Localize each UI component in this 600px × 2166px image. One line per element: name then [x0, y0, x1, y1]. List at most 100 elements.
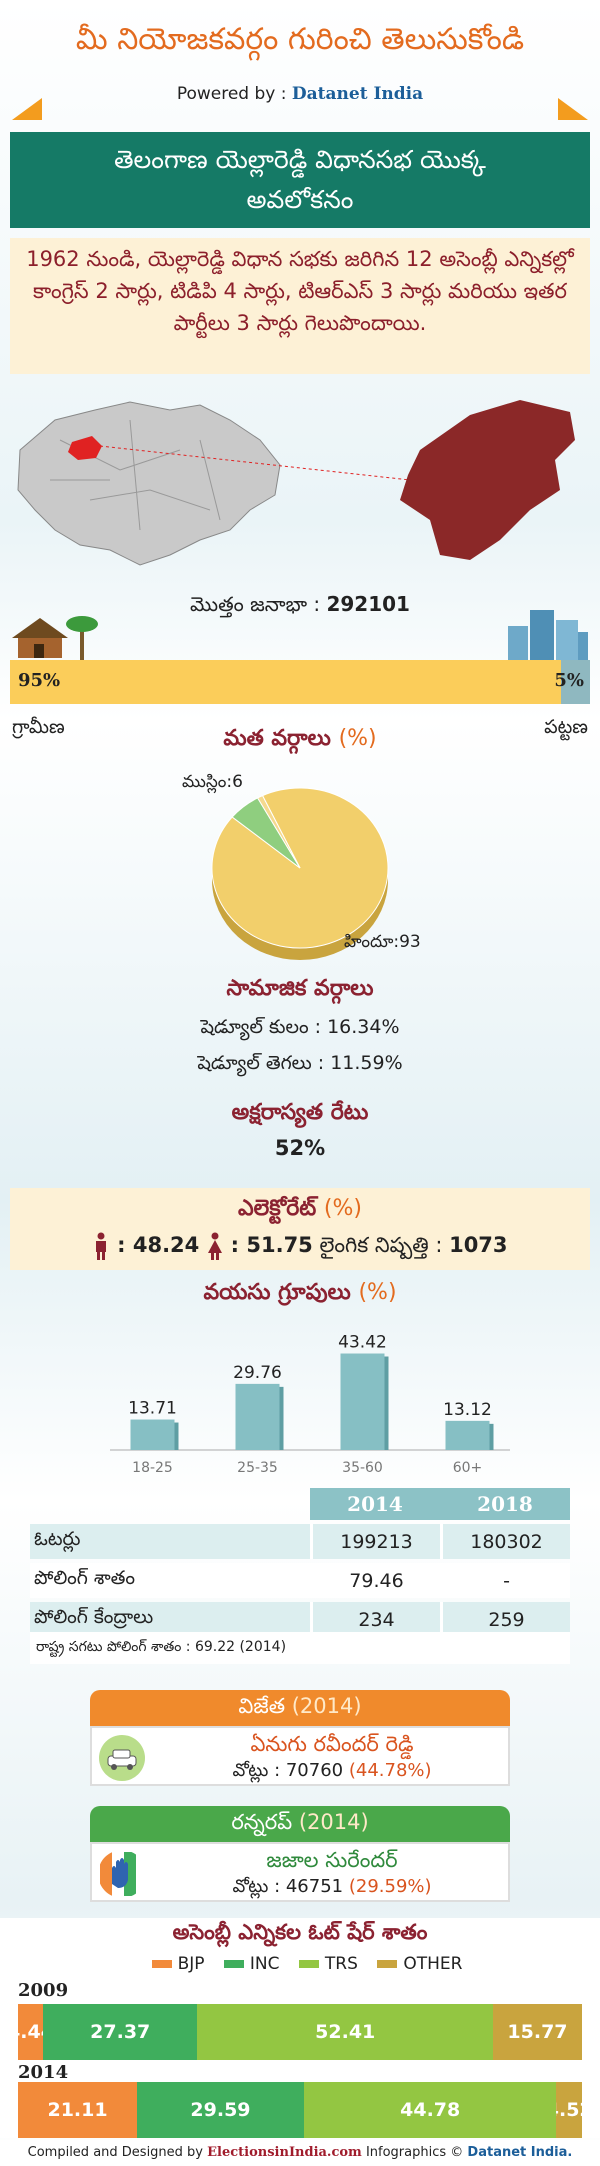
population-value: 292101: [326, 592, 410, 616]
runnerup-votes-count: వోట్లు : 46751: [232, 1876, 344, 1897]
city-buildings-icon: [508, 610, 588, 660]
sex-ratio-value: 1073: [449, 1233, 508, 1257]
banner-line-2: అవలోకనం: [246, 185, 354, 214]
vote-share-title: అసెంబ్లీ ఎన్నికల ఓట్ షేర్ శాతం: [172, 1920, 428, 1944]
pie-label-muslim: ముస్లిం:6: [182, 772, 243, 792]
male-pct: : 48.24: [117, 1233, 200, 1257]
rural-label: గ్రామీణ: [12, 716, 65, 738]
electorate-unit: (%): [323, 1196, 362, 1221]
table-row: పోలింగ్ కేంద్రాలు 234 259: [30, 1602, 570, 1637]
vote-share-segment-other: 4.52: [556, 2082, 582, 2138]
footer-credits: Compiled and Designed by ElectionsinIndi…: [0, 2140, 600, 2166]
urban-label: పట్టణ: [544, 716, 588, 738]
row-label-polling-pct: పోలింగ్ శాతం: [30, 1563, 310, 1598]
vote-share-section: అసెంబ్లీ ఎన్నికల ఓట్ షేర్ శాతం BJP INC T…: [0, 1918, 600, 2138]
legend-trs: TRS: [324, 1954, 358, 1974]
legend-bjp: BJP: [177, 1954, 205, 1974]
corner-decoration-right: [558, 98, 588, 120]
winner-header: విజేత (2014): [90, 1690, 510, 1726]
runnerup-year: (2014): [298, 1810, 369, 1834]
footer-middle: Infographics ©: [365, 2145, 464, 2160]
age-bar-side: [279, 1386, 284, 1450]
age-unit: (%): [358, 1280, 397, 1305]
male-icon: [96, 1232, 107, 1260]
winner-name: ఏనుగు రవీందర్ రెడ్డి: [250, 1732, 414, 1756]
winner-votes-count: వోట్లు : 70760: [232, 1760, 344, 1781]
winner-card: ఏనుగు రవీందర్ రెడ్డి వోట్లు : 70760 (44.…: [90, 1726, 510, 1786]
car-icon: [99, 1735, 145, 1781]
runnerup-name: జజాల సురేందర్: [266, 1848, 398, 1872]
population: మొత్తం జనాభా : 292101: [0, 592, 600, 621]
constituency-banner: తెలంగాణ యెల్లారెడ్డి విధానసభ యొక్క అవలోక…: [10, 132, 590, 228]
winner-votes: వోట్లు : 70760 (44.78%): [162, 1760, 502, 1785]
polling-stations-2014: 234: [310, 1602, 440, 1637]
age-bar-side: [489, 1423, 494, 1450]
legend-swatch-bjp: [151, 1960, 172, 1968]
age-bar-side: [174, 1422, 179, 1450]
voters-2014: 199213: [310, 1524, 440, 1559]
religion-unit: (%): [338, 726, 377, 751]
rural-share-fill: [10, 660, 561, 704]
female-pct: : 51.75: [230, 1233, 313, 1257]
winner-head-text: విజేత: [238, 1694, 286, 1718]
age-bar: [235, 1383, 280, 1450]
age-bar: [445, 1420, 490, 1450]
female-icon: [207, 1232, 222, 1260]
age-bar: [340, 1353, 385, 1450]
age-bar: [130, 1419, 175, 1450]
sc-row: షెడ్యూల్ కులం : 16.34%: [0, 1016, 600, 1043]
highlight-marker: [68, 436, 102, 460]
legend-inc: INC: [249, 1954, 280, 1974]
vote-share-legend: BJP INC TRS OTHER: [0, 1954, 600, 1974]
powered-by: Powered by : Datanet India: [0, 84, 600, 104]
voters-2018: 180302: [440, 1524, 570, 1559]
constituency-shape: [400, 400, 575, 560]
stats-header-blank: [30, 1488, 310, 1520]
state-map-shape: [17, 401, 281, 566]
runnerup-votes-pct: (29.59%): [348, 1876, 432, 1897]
banner-line-1: తెలంగాణ యెల్లారెడ్డి విధానసభ యొక్క: [114, 145, 486, 174]
age-bar-chart: 13.71 18-25 29.76 25-35 43.42 35-60 13.12 60+: [110, 1333, 510, 1476]
state-average-note: రాష్ట్ర సగటు పోలింగ్ శాతం : 69.22 (2014): [30, 1632, 570, 1664]
age-category-label: 60+: [453, 1460, 483, 1476]
year-label-2009: 2009: [18, 1980, 69, 2001]
urban-pct-label: 5%: [554, 670, 584, 691]
footer-prefix: Compiled and Designed by: [27, 2145, 203, 2160]
pointer-line: [99, 445, 411, 481]
hand-icon: [100, 1852, 136, 1896]
st-value: 11.59%: [330, 1052, 403, 1074]
intro-text: 1962 నుండి, యెల్లారెడ్డి విధాన సభకు జరిగ…: [10, 238, 590, 374]
powered-prefix: Powered by :: [176, 84, 287, 104]
sex-ratio-label: లైంగిక నిష్పత్తి :: [319, 1233, 443, 1257]
year-label-2014: 2014: [18, 2062, 69, 2083]
polling-stations-2018: 259: [440, 1602, 570, 1637]
electorate-box: ఎలెక్టోరేట్ (%) : 48.24 : 51.75 లైంగిక న…: [10, 1188, 590, 1270]
religion-title-text: మత వర్గాలు: [223, 726, 331, 751]
powered-brand: Datanet India: [291, 84, 424, 104]
age-bar-value-label: 29.76: [233, 1363, 282, 1383]
vote-share-segment-bjp: 4.44: [18, 2004, 44, 2060]
legend-swatch-trs: [298, 1960, 319, 1968]
vote-share-segment-trs: 52.41: [197, 2004, 494, 2060]
rural-pct-label: 95%: [18, 670, 61, 691]
pie-slice-2: [256, 794, 301, 869]
age-category-label: 18-25: [132, 1460, 173, 1476]
page-title: మీ నియోజకవర్గం గురించి తెలుసుకోండి: [75, 22, 525, 57]
stats-table: 2014 2018 ఓటర్లు 199213 180302 పోలింగ్ శ…: [30, 1484, 570, 1641]
row-label-voters: ఓటర్లు: [30, 1524, 310, 1559]
vote-share-segment-trs: 44.78: [303, 2082, 557, 2138]
pie-label-hindu: హిందూ:93: [344, 932, 421, 952]
vote-share-segment-inc: 29.59: [137, 2082, 304, 2138]
polling-pct-2014: 79.46: [310, 1563, 440, 1598]
population-label: మొత్తం జనాభా :: [190, 592, 321, 616]
runnerup-votes: వోట్లు : 46751 (29.59%): [162, 1876, 502, 1901]
age-bar-value-label: 13.71: [128, 1399, 177, 1419]
footer-brand-datanet: Datanet India.: [467, 2145, 573, 2160]
table-row: పోలింగ్ శాతం 79.46 -: [30, 1563, 570, 1598]
sc-value: 16.34%: [327, 1016, 400, 1038]
state-district-lines: [50, 419, 221, 531]
legend-swatch-other: [377, 1960, 398, 1968]
literacy-value: 52%: [274, 1136, 326, 1160]
